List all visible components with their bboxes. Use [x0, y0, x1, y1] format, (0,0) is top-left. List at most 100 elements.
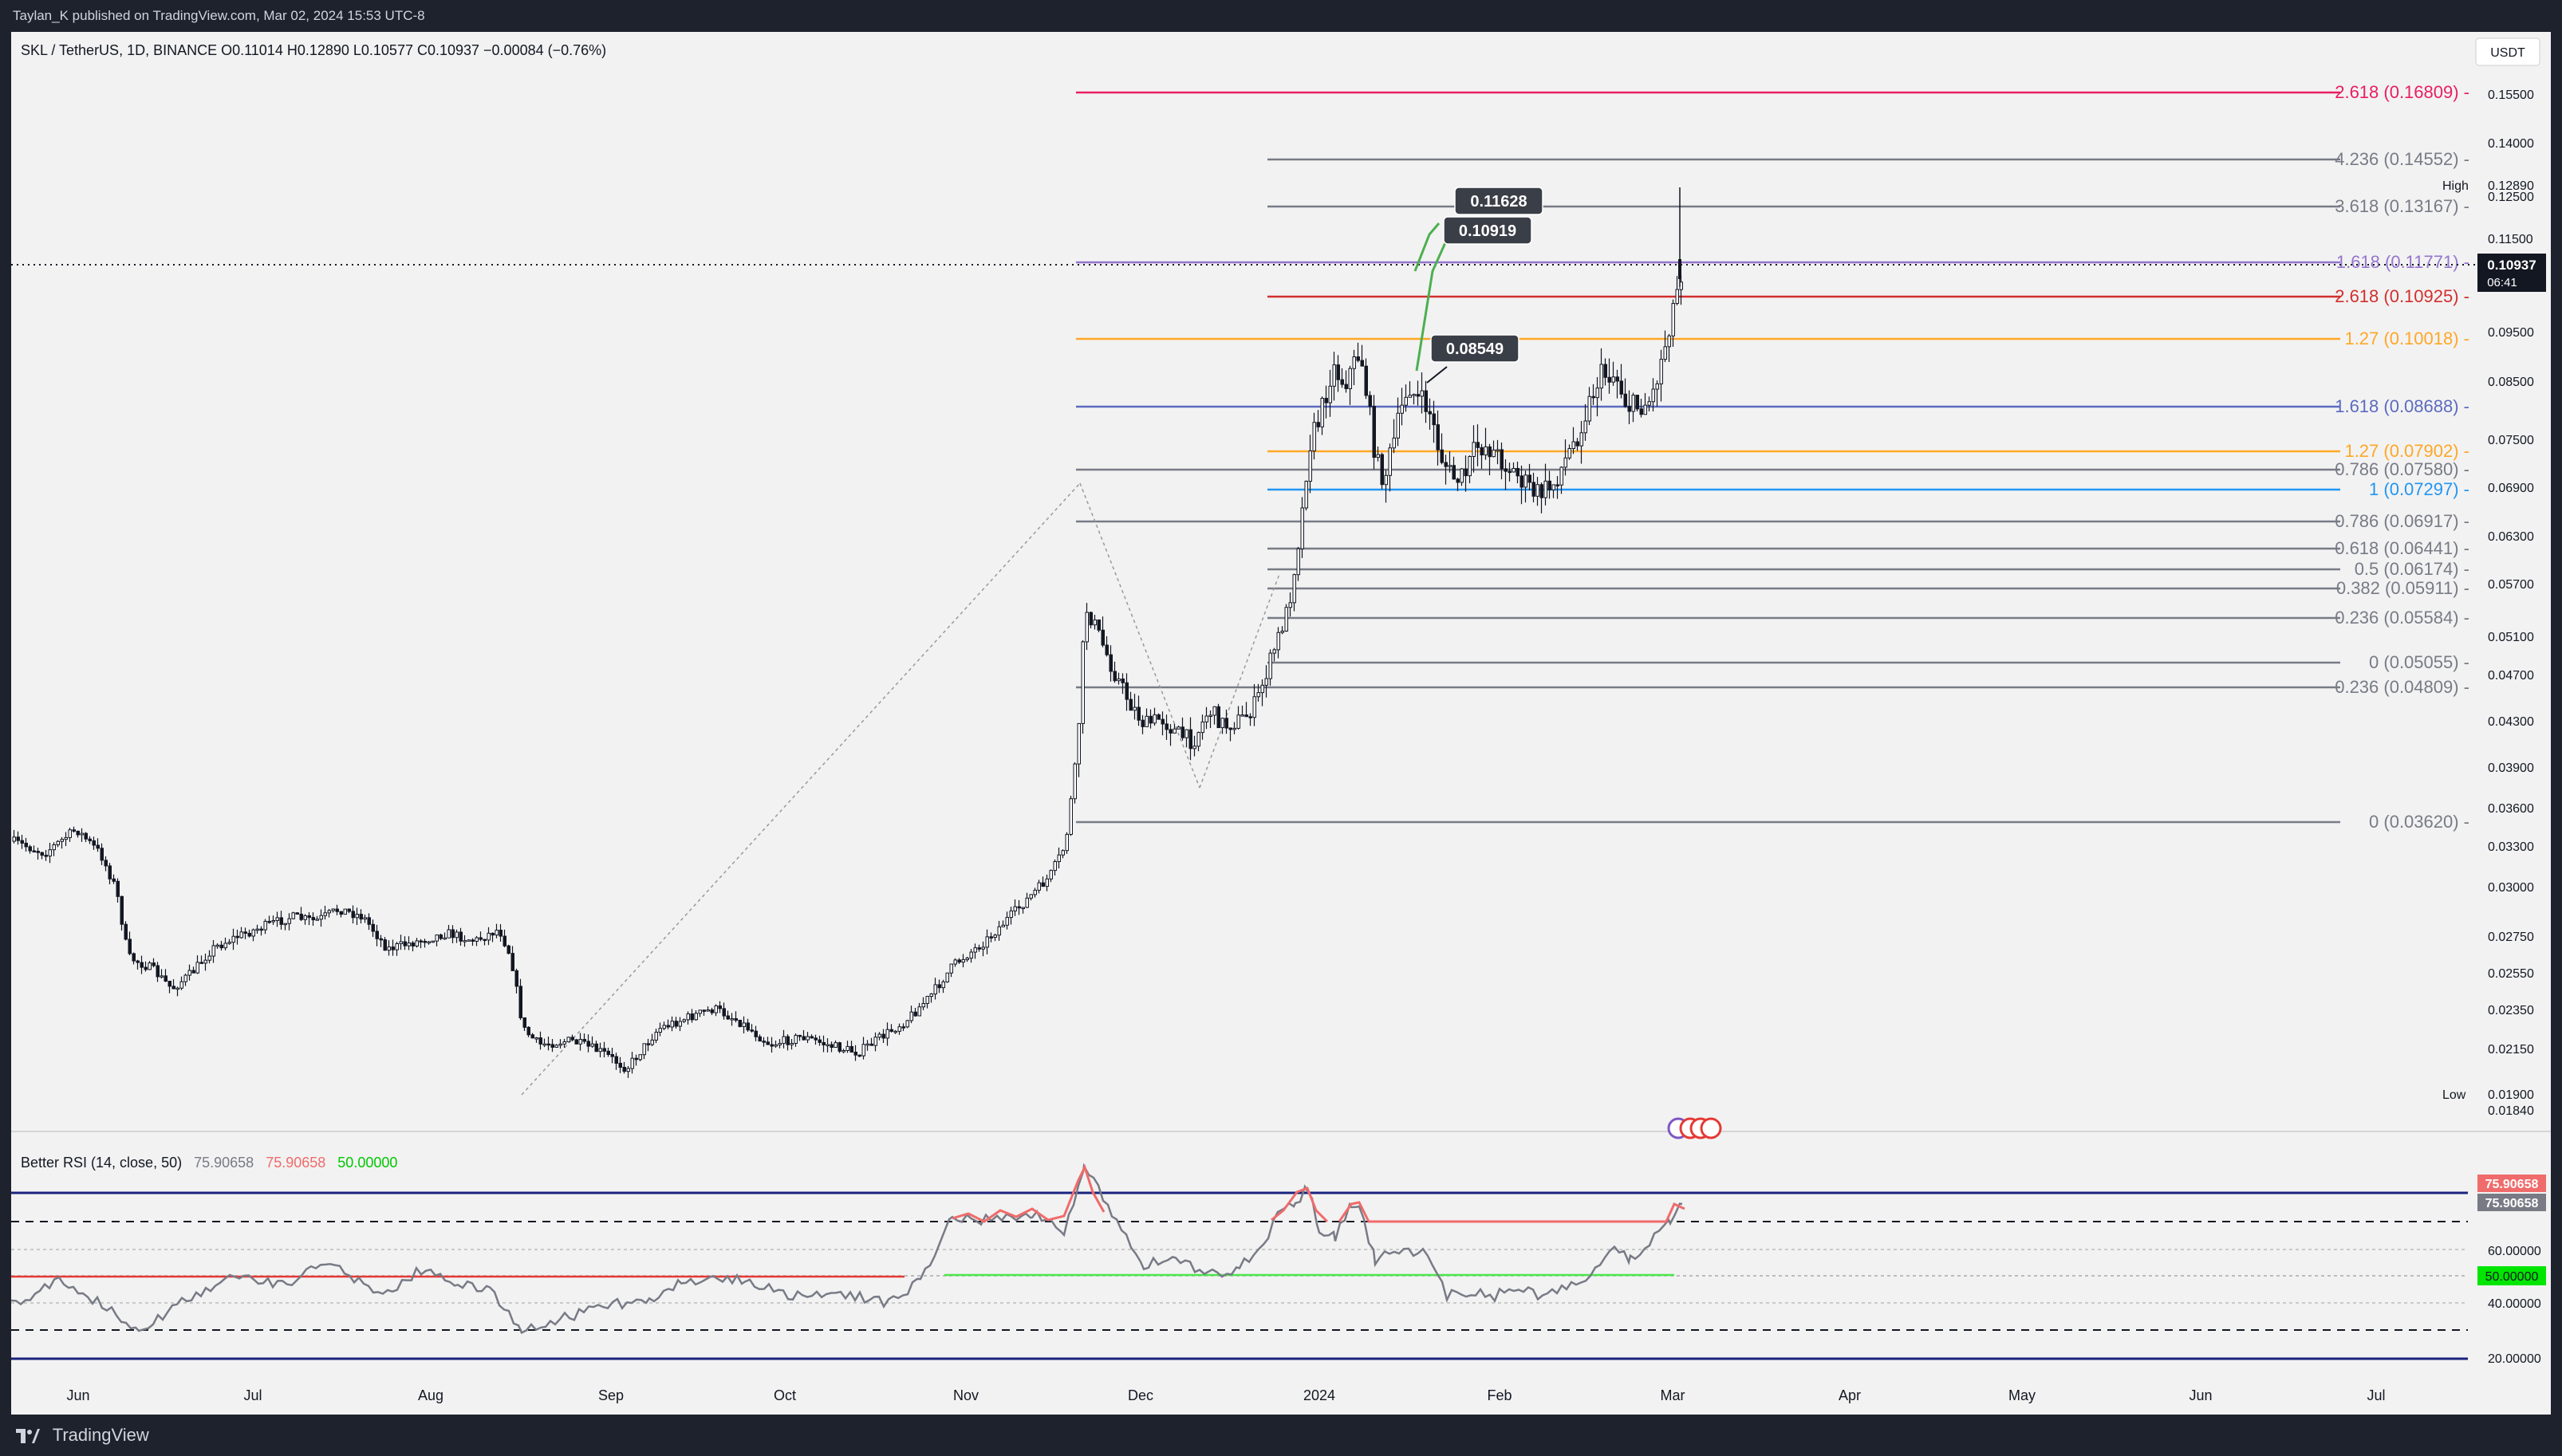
candle-body	[1372, 406, 1376, 458]
candle-body	[1089, 612, 1093, 626]
candle-body	[1153, 714, 1157, 724]
annotation-pointer	[1426, 366, 1448, 384]
candle-body	[323, 912, 327, 916]
candle-body	[873, 1037, 877, 1046]
candle-body	[1300, 507, 1304, 549]
candle-body	[985, 936, 989, 948]
candle-body	[487, 932, 491, 941]
candle-body	[427, 941, 431, 944]
candle-body	[1037, 882, 1041, 891]
candle-body	[363, 917, 367, 920]
price-tick: 0.02750	[2488, 931, 2534, 944]
candle-body	[1504, 468, 1508, 472]
candle-body	[1623, 393, 1627, 407]
candle-body	[638, 1054, 642, 1061]
candle-body	[1527, 474, 1531, 483]
candle-body	[1595, 388, 1599, 399]
candle-body	[1659, 359, 1663, 384]
candle-body	[239, 931, 243, 939]
candle-body	[614, 1056, 618, 1064]
candle-body	[124, 923, 128, 940]
currency-box[interactable]	[2475, 37, 2540, 66]
currency-label: USDT	[2490, 46, 2525, 60]
candle-body	[1508, 470, 1512, 474]
candle-body	[933, 984, 937, 995]
price-tick: 0.05700	[2488, 578, 2534, 592]
candle-body	[598, 1048, 602, 1053]
candle-body	[770, 1044, 774, 1047]
candle-body	[1651, 388, 1655, 403]
candle-body	[1551, 484, 1555, 490]
candle-body	[1013, 906, 1017, 911]
time-tick: Feb	[1487, 1387, 1512, 1403]
candle-body	[471, 939, 475, 942]
candle-body	[52, 844, 56, 851]
price-tick: 0.08500	[2488, 376, 2534, 389]
candle-body	[1376, 454, 1380, 458]
price-tick: 0.03000	[2488, 881, 2534, 895]
candle-body	[1200, 721, 1204, 734]
candle-body	[235, 935, 239, 939]
candle-body	[921, 1003, 925, 1008]
price-tick: 0.11500	[2488, 233, 2533, 246]
candle-body	[754, 1030, 758, 1037]
candle-body	[319, 915, 323, 920]
time-tick: Nov	[953, 1387, 979, 1403]
price-tick: 0.03300	[2488, 840, 2534, 854]
candle-body	[1555, 484, 1559, 486]
candle-body	[120, 895, 124, 925]
candle-body	[1639, 408, 1643, 415]
rsi-title-text: Better RSI (14, close, 50)	[21, 1155, 182, 1171]
fib-levels	[1076, 91, 2340, 824]
candle-body	[842, 1049, 845, 1053]
candle-body	[104, 860, 108, 867]
candle-body	[1500, 449, 1504, 470]
candle-body	[168, 980, 171, 987]
candle-body	[1220, 718, 1224, 729]
candle-body	[993, 935, 997, 939]
candle-body	[1069, 798, 1073, 835]
bar-countdown: 06:41	[2487, 276, 2517, 289]
rsi-overbought-segment	[1338, 1201, 1685, 1223]
candle-body	[1308, 450, 1312, 482]
price-axis[interactable]: 0.15500 0.14000 0.12500 0.11500 0.09500 0.085…	[2488, 89, 2534, 1118]
candle-body	[1464, 468, 1468, 477]
candle-body	[1256, 692, 1260, 698]
time-axis[interactable]: Jun Jul Aug Sep Oct Nov Dec 2024 Feb Mar Apr May Jun…	[66, 1387, 2385, 1403]
candle-body	[231, 935, 235, 943]
chart-canvas[interactable]: SKL / TetherUS, 1D, BINANCE O0.11014 H0.…	[10, 32, 2551, 1415]
candle-body	[1017, 906, 1021, 909]
candle-body	[495, 930, 499, 936]
candle-body	[271, 919, 275, 923]
time-tick: Aug	[418, 1387, 443, 1403]
candle-body	[905, 1020, 909, 1028]
candle-body	[291, 912, 295, 919]
rsi-badge-gray	[2477, 1194, 2546, 1211]
time-tick: Oct	[774, 1387, 796, 1403]
candle-body	[64, 836, 68, 840]
rsi-badge-gray-value: 75.90658	[2485, 1197, 2539, 1210]
rsi-badge-red-value: 75.90658	[2485, 1178, 2539, 1191]
candle-body	[1252, 696, 1256, 718]
candle-body	[1208, 714, 1212, 717]
candle-body	[1611, 376, 1615, 383]
candle-body	[830, 1044, 834, 1049]
candle-body	[698, 1009, 702, 1014]
candle-body	[1240, 714, 1244, 717]
fib-level-label: 0.5 (0.06174) -	[2355, 559, 2469, 579]
pane-background	[11, 32, 2551, 1415]
fib-level-label: 1.27 (0.10018) -	[2344, 329, 2469, 348]
candle-body	[1615, 376, 1619, 382]
candle-body	[447, 929, 451, 939]
candle-body	[594, 1043, 598, 1053]
green-arrow	[1415, 238, 1449, 372]
candle-body	[534, 1037, 538, 1040]
candle-body	[937, 984, 941, 989]
event-icons[interactable]	[1667, 1117, 1722, 1139]
candle-body	[259, 928, 263, 931]
candle-body	[702, 1009, 706, 1012]
candle-body	[901, 1026, 905, 1029]
high-value: 0.12890	[2488, 179, 2534, 193]
candle-body	[997, 926, 1001, 936]
rsi-line	[10, 1163, 1683, 1335]
